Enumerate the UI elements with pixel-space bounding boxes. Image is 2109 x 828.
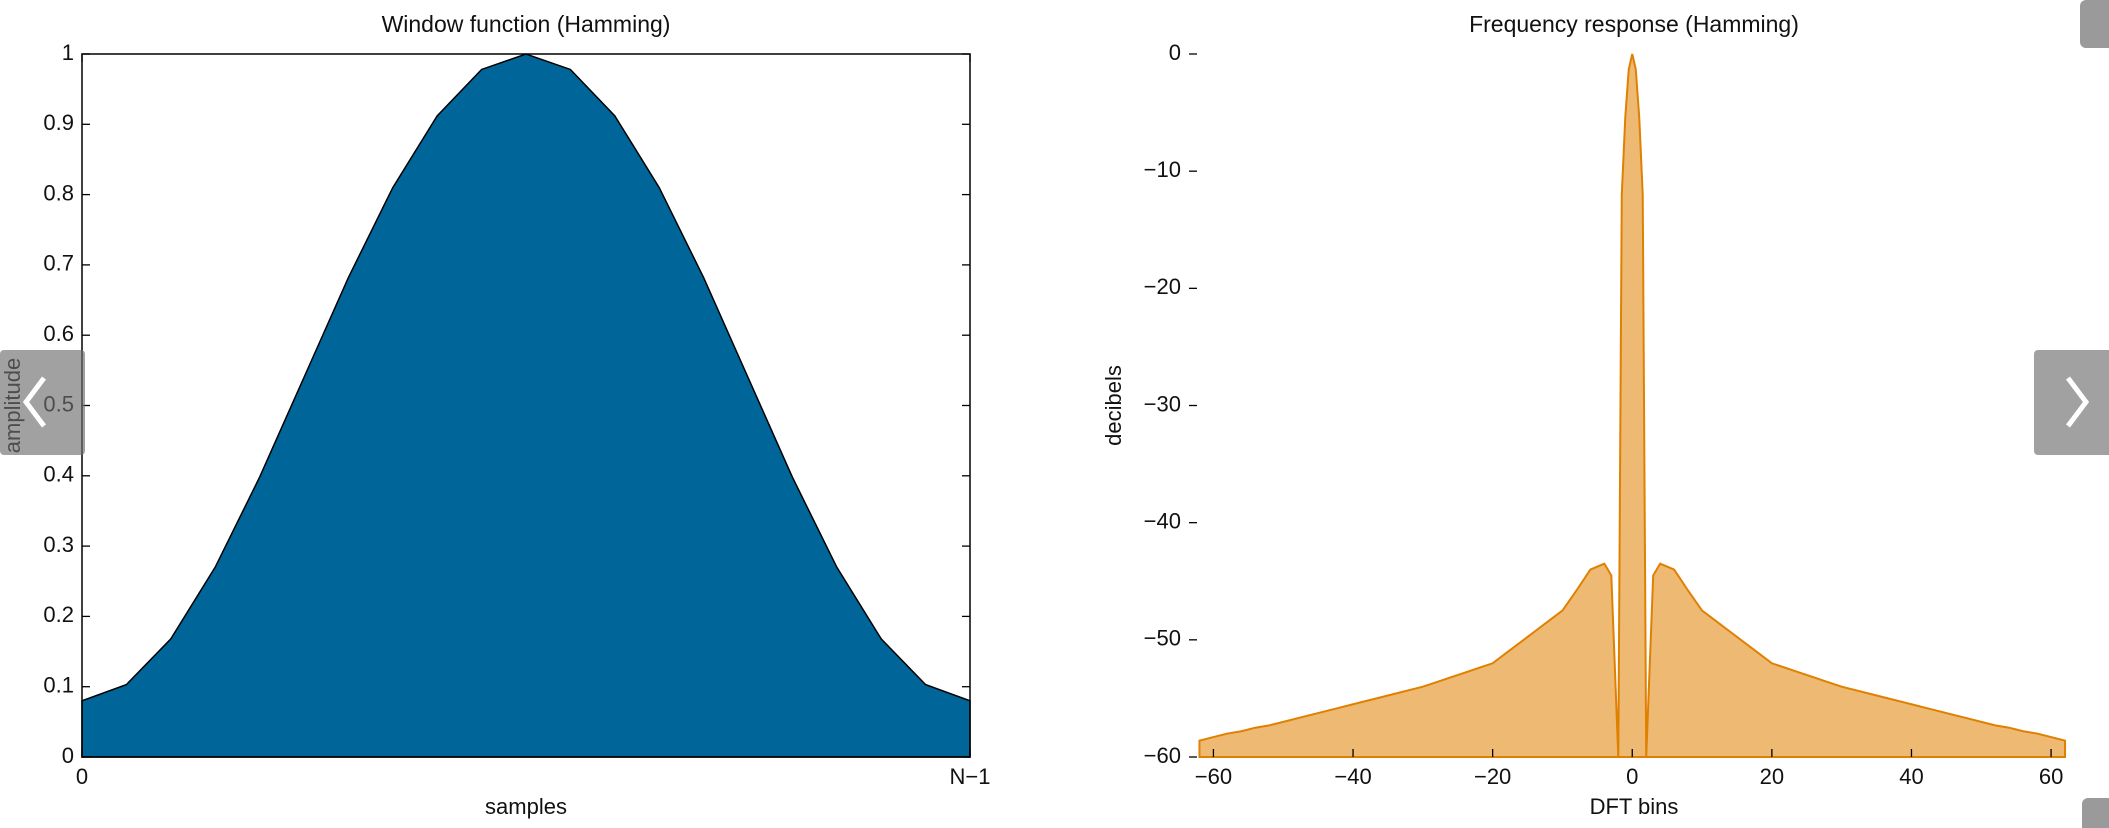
x-tick-label: 40	[1899, 764, 1923, 789]
y-tick-label: 0	[1169, 40, 1181, 65]
y-tick-label: −10	[1144, 157, 1181, 182]
next-chevron	[2066, 376, 2090, 428]
y-tick-label: −40	[1144, 508, 1181, 533]
x-axis-label: samples	[485, 794, 567, 819]
toolbar-corner-bottom[interactable]	[2082, 798, 2109, 828]
y-tick-label: 0.1	[43, 673, 74, 698]
y-tick-label: 1	[62, 40, 74, 65]
previous-button-bg	[0, 350, 85, 455]
x-tick-label: 0	[76, 764, 88, 789]
y-tick-label: 0	[62, 743, 74, 768]
y-tick-label: 0.6	[43, 321, 74, 346]
area	[81, 53, 971, 758]
x-axis-label: DFT bins	[1590, 794, 1679, 819]
x-tick-label: −40	[1334, 764, 1371, 789]
x-tick-label: N−1	[950, 764, 991, 789]
next-button[interactable]	[2034, 350, 2109, 455]
y-tick-label: −20	[1144, 274, 1181, 299]
x-tick-label: 60	[2039, 764, 2063, 789]
x-tick-label: −20	[1474, 764, 1511, 789]
y-tick-label: −50	[1144, 626, 1181, 651]
toolbar-corner[interactable]	[2080, 0, 2109, 48]
x-tick-label: 20	[1760, 764, 1784, 789]
chart-title: Frequency response (Hamming)	[1469, 11, 1799, 37]
previous-button[interactable]	[0, 350, 85, 455]
next-button-bg	[2034, 350, 2109, 455]
y-tick-label: 0.8	[43, 180, 74, 205]
y-tick-label: 0.7	[43, 251, 74, 276]
y-tick-label: 0.2	[43, 602, 74, 627]
previous-chevron	[22, 376, 46, 428]
y-tick-label: 0.4	[43, 462, 74, 487]
y-tick-label: −60	[1144, 743, 1181, 768]
x-tick-label: −60	[1195, 764, 1232, 789]
chart-title: Window function (Hamming)	[382, 11, 671, 37]
y-tick-label: 0.9	[43, 110, 74, 135]
y-axis-label: decibels	[1101, 365, 1126, 446]
y-tick-label: −30	[1144, 391, 1181, 416]
area	[1198, 53, 2067, 758]
plot: −60 −50 −40 −30 −20 −10 0 −60 −40 −20 0 20 40 60 Frequ…	[1101, 11, 2067, 819]
x-tick-label: 0	[1626, 764, 1638, 789]
y-tick-label: 0.3	[43, 532, 74, 557]
